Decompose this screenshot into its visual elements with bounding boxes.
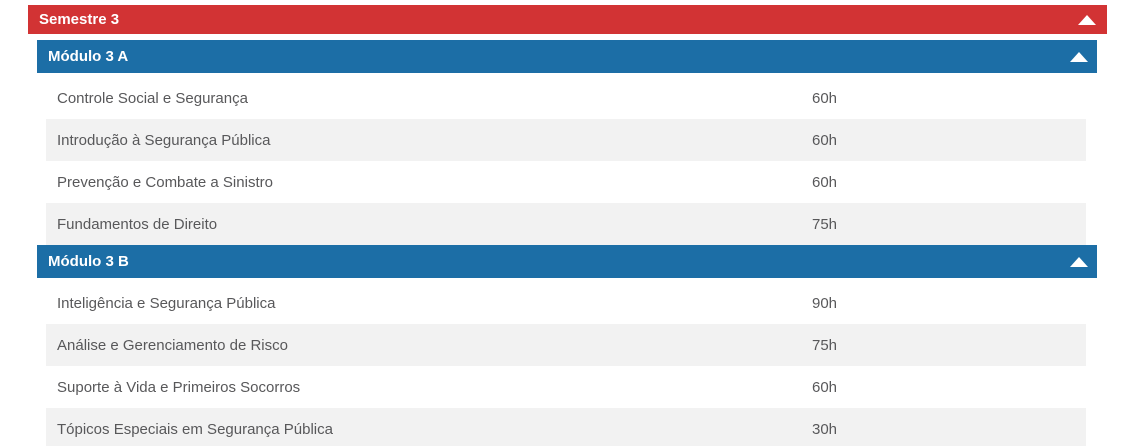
module-a-header[interactable]: Módulo 3 A [37, 40, 1097, 73]
course-name: Prevenção e Combate a Sinistro [57, 173, 273, 191]
course-list-b: Inteligência e Segurança Pública 90h Aná… [46, 282, 1086, 446]
course-row: Fundamentos de Direito 75h [46, 203, 1086, 245]
course-row: Análise e Gerenciamento de Risco 75h [46, 324, 1086, 366]
course-row: Introdução à Segurança Pública 60h [46, 119, 1086, 161]
collapse-up-icon[interactable] [1070, 51, 1088, 62]
semester-header[interactable]: Semestre 3 [28, 5, 1107, 34]
course-name: Introdução à Segurança Pública [57, 131, 271, 149]
course-hours: 75h [812, 215, 838, 233]
course-hours: 60h [812, 378, 838, 396]
collapse-up-icon[interactable] [1070, 256, 1088, 267]
course-hours: 60h [812, 131, 838, 149]
course-name: Tópicos Especiais em Segurança Pública [57, 420, 333, 438]
module-b-title: Módulo 3 B [48, 253, 129, 270]
curriculum-accordion: Semestre 3 Módulo 3 A Controle Social e … [0, 5, 1128, 446]
course-hours: 60h [812, 173, 838, 191]
course-hours: 75h [812, 336, 838, 354]
semester-title: Semestre 3 [39, 11, 120, 28]
module-a-title: Módulo 3 A [48, 48, 129, 65]
module-b-header[interactable]: Módulo 3 B [37, 245, 1097, 278]
course-hours: 30h [812, 420, 838, 438]
course-name: Análise e Gerenciamento de Risco [57, 336, 288, 354]
course-row: Suporte à Vida e Primeiros Socorros 60h [46, 366, 1086, 408]
course-row: Prevenção e Combate a Sinistro 60h [46, 161, 1086, 203]
course-hours: 90h [812, 294, 838, 312]
course-row: Controle Social e Segurança 60h [46, 77, 1086, 119]
collapse-up-icon[interactable] [1078, 14, 1096, 25]
course-hours: 60h [812, 89, 838, 107]
course-row: Tópicos Especiais em Segurança Pública 3… [46, 408, 1086, 446]
module-section-b: Módulo 3 B Inteligência e Segurança Públ… [0, 245, 1128, 446]
module-section-a: Módulo 3 A Controle Social e Segurança 6… [0, 40, 1128, 245]
course-name: Inteligência e Segurança Pública [57, 294, 276, 312]
course-name: Fundamentos de Direito [57, 215, 218, 233]
course-list-a: Controle Social e Segurança 60h Introduç… [46, 77, 1086, 245]
course-row: Inteligência e Segurança Pública 90h [46, 282, 1086, 324]
course-name: Suporte à Vida e Primeiros Socorros [57, 378, 301, 396]
course-name: Controle Social e Segurança [57, 89, 248, 107]
